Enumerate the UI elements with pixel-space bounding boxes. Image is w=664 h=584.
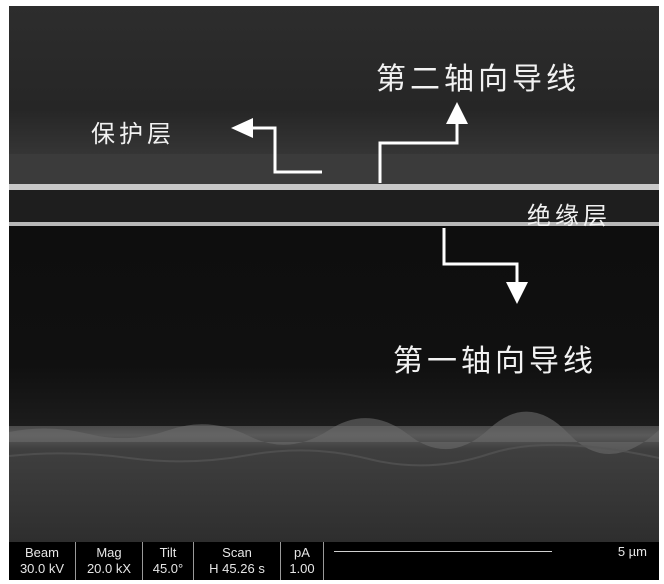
databar-field-name: pA — [294, 545, 310, 560]
databar-field-mag: Mag 20.0 kX — [76, 542, 143, 580]
second-axis-wire-line — [9, 184, 659, 190]
substrate-region — [9, 426, 659, 542]
scale-bar: 5 µm — [324, 542, 659, 580]
first-axis-wire-label: 第一轴向导线 — [393, 344, 597, 379]
insulating-interface-line — [9, 222, 659, 226]
scale-bar-line — [334, 551, 552, 552]
sem-data-bar: Beam 30.0 kV Mag 20.0 kX Tilt 45.0° Scan… — [9, 542, 659, 580]
insulating-layer-band — [9, 190, 659, 222]
layer-stack — [9, 6, 659, 542]
databar-field-value: 1.00 — [289, 561, 315, 576]
databar-field-name: Scan — [222, 545, 252, 560]
databar-field-value: 20.0 kX — [86, 561, 132, 576]
second-axis-wire-label: 第二轴向导线 — [376, 62, 580, 97]
protective-layer-label: 保护层 — [91, 120, 175, 148]
databar-field-value: 30.0 kV — [19, 561, 65, 576]
first-axis-wire-arrow-line — [442, 228, 519, 286]
databar-field-tilt: Tilt 45.0° — [143, 542, 194, 580]
databar-field-value: H 45.26 s — [209, 561, 265, 576]
databar-field-name: Tilt — [159, 545, 177, 560]
databar-field-pa: pA 1.00 — [281, 542, 324, 580]
substrate-texture — [9, 443, 659, 467]
scale-bar-label: 5 µm — [617, 544, 647, 559]
protective-layer-region — [9, 6, 659, 154]
second-axis-wire-arrowhead — [446, 102, 468, 124]
sem-micrograph: 保护层 第二轴向导线 绝缘层 第一轴向导线 — [9, 6, 659, 542]
insulating-layer-label: 绝缘层 — [527, 202, 611, 230]
databar-field-value: 45.0° — [152, 561, 184, 576]
protective-layer-band — [9, 154, 659, 184]
databar-field-name: Beam — [25, 545, 59, 560]
substrate-rough-edge — [9, 411, 659, 455]
databar-field-scan: Scan H 45.26 s — [194, 542, 281, 580]
protective-layer-arrow-line — [249, 126, 322, 174]
second-axis-wire-arrow-line — [378, 120, 459, 183]
first-axis-wire-layer — [9, 226, 659, 426]
databar-field-beam: Beam 30.0 kV — [9, 542, 76, 580]
databar-field-name: Mag — [96, 545, 122, 560]
first-axis-wire-arrowhead — [506, 282, 528, 304]
protective-layer-arrowhead — [231, 118, 253, 138]
